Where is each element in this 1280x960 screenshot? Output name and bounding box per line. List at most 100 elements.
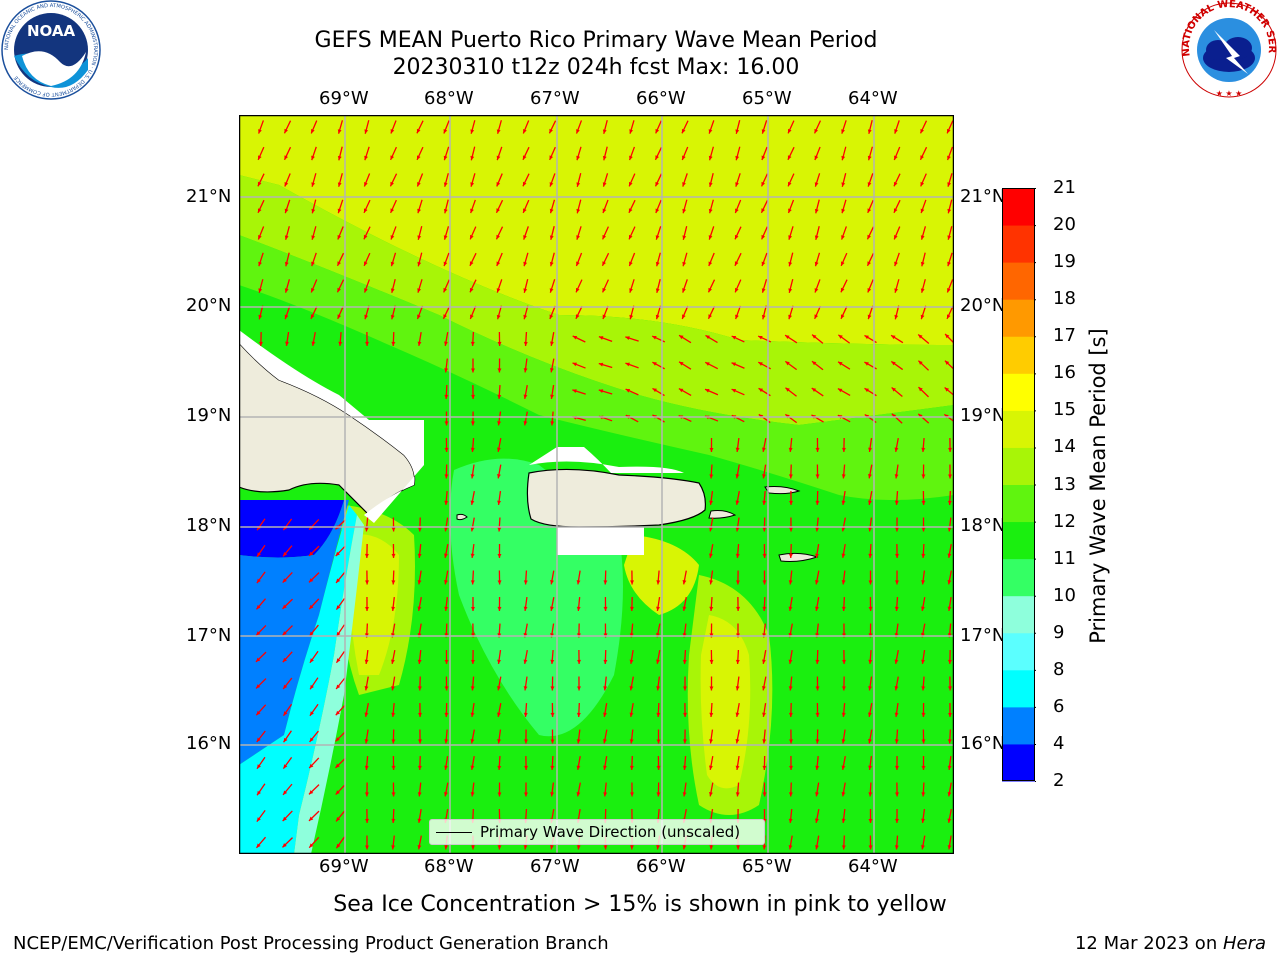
wave-arrow (549, 305, 556, 320)
wave-arrow (575, 305, 583, 320)
wave-arrow (628, 199, 636, 214)
wave-arrow (497, 543, 502, 559)
wave-arrow (918, 386, 929, 398)
wave-arrow (282, 783, 293, 796)
map-frame (239, 115, 954, 854)
wave-arrow (470, 755, 475, 771)
wave-arrow (921, 729, 926, 744)
wave-arrow (814, 199, 820, 214)
wave-arrow (282, 677, 293, 690)
wave-arrow (866, 252, 875, 267)
colorbar-cell (1002, 410, 1035, 448)
wave-arrow (894, 676, 899, 691)
wave-arrow (523, 358, 528, 373)
wave-arrow (762, 782, 767, 797)
wave-arrow (522, 120, 530, 134)
wave-arrow (841, 543, 846, 559)
wave-arrow (308, 810, 320, 822)
wave-arrow (337, 226, 344, 240)
wave-arrow (444, 490, 449, 506)
wave-arrow (787, 199, 795, 214)
colorbar-tick-label: 17 (1053, 325, 1076, 347)
wave-arrow (815, 809, 820, 823)
wave-arrow (523, 226, 529, 240)
wave-arrow (947, 173, 953, 187)
wave-arrow (575, 279, 583, 293)
wave-arrow (841, 570, 846, 585)
wave-arrow (762, 464, 767, 479)
wave-arrow (601, 279, 610, 293)
wave-arrow (444, 464, 449, 479)
wave-arrow (866, 226, 875, 240)
wave-arrow (390, 279, 396, 293)
wave-arrow (497, 676, 502, 691)
lat-label-left: 20°N (186, 295, 232, 316)
wave-arrow (678, 361, 692, 370)
wave-arrow (762, 570, 767, 585)
wave-arrow (470, 199, 476, 214)
colorbar-cell (1002, 225, 1035, 263)
wave-arrow (709, 544, 714, 558)
wave-arrow (471, 596, 475, 612)
wave-arrow (890, 360, 904, 371)
wave-arrow (947, 729, 952, 744)
wave-arrow (444, 544, 449, 558)
wave-arrow (363, 279, 371, 293)
wave-arrow (417, 597, 422, 611)
wave-arrow (258, 252, 264, 267)
wave-arrow (308, 784, 320, 795)
wave-arrow (283, 730, 292, 743)
colorbar-frame (1002, 188, 1035, 781)
wave-arrow (471, 384, 476, 400)
wave-arrow (656, 782, 661, 797)
wave-arrow (917, 413, 930, 424)
field-14-15-west (348, 534, 399, 675)
wave-arrow (815, 464, 820, 479)
wave-arrow (469, 226, 477, 240)
wave-arrow (444, 517, 449, 532)
wave-arrow (948, 702, 952, 718)
wave-arrow (762, 490, 767, 506)
wave-arrow (948, 676, 953, 691)
wave-arrow (920, 226, 927, 240)
wave-arrow (841, 226, 847, 240)
map-gridlines (239, 115, 954, 854)
wave-arrow (470, 491, 475, 505)
wave-arrow (841, 676, 846, 691)
wave-arrow (444, 596, 449, 612)
field-2-4 (239, 500, 344, 558)
wave-arrow (868, 649, 873, 665)
wave-arrow (523, 570, 528, 585)
wave-arrow (470, 729, 475, 744)
lat-label-right: 19°N (960, 405, 1006, 426)
wave-arrow (683, 676, 687, 691)
wave-arrow (335, 810, 346, 822)
wave-arrow (444, 676, 449, 691)
wave-arrow (364, 782, 369, 797)
lon-label-top: 64°W (848, 88, 898, 109)
wave-arrow (309, 730, 319, 743)
wave-arrow (734, 252, 742, 267)
wave-arrow (417, 808, 422, 824)
wave-arrow (282, 651, 293, 663)
wave-arrow (815, 782, 820, 797)
wave-arrow (814, 252, 821, 267)
wave-arrow (391, 729, 396, 744)
wave-arrow (550, 782, 555, 797)
wave-arrow (258, 279, 264, 293)
wave-arrow (335, 545, 346, 557)
wave-arrow (524, 782, 528, 797)
wave-arrow (469, 252, 477, 267)
wave-arrow (734, 279, 742, 293)
wave-arrow (603, 570, 608, 585)
wave-arrow (337, 199, 344, 214)
wave-arrow (497, 596, 502, 612)
colorbar-cell (1002, 299, 1035, 337)
wave-arrow (893, 226, 901, 240)
wave-arrow (735, 120, 741, 134)
island-mona (456, 513, 468, 521)
colorbar-tick-label: 18 (1053, 288, 1076, 310)
wave-arrow (762, 517, 767, 532)
wave-arrow (576, 729, 581, 744)
wave-arrow (576, 146, 582, 161)
